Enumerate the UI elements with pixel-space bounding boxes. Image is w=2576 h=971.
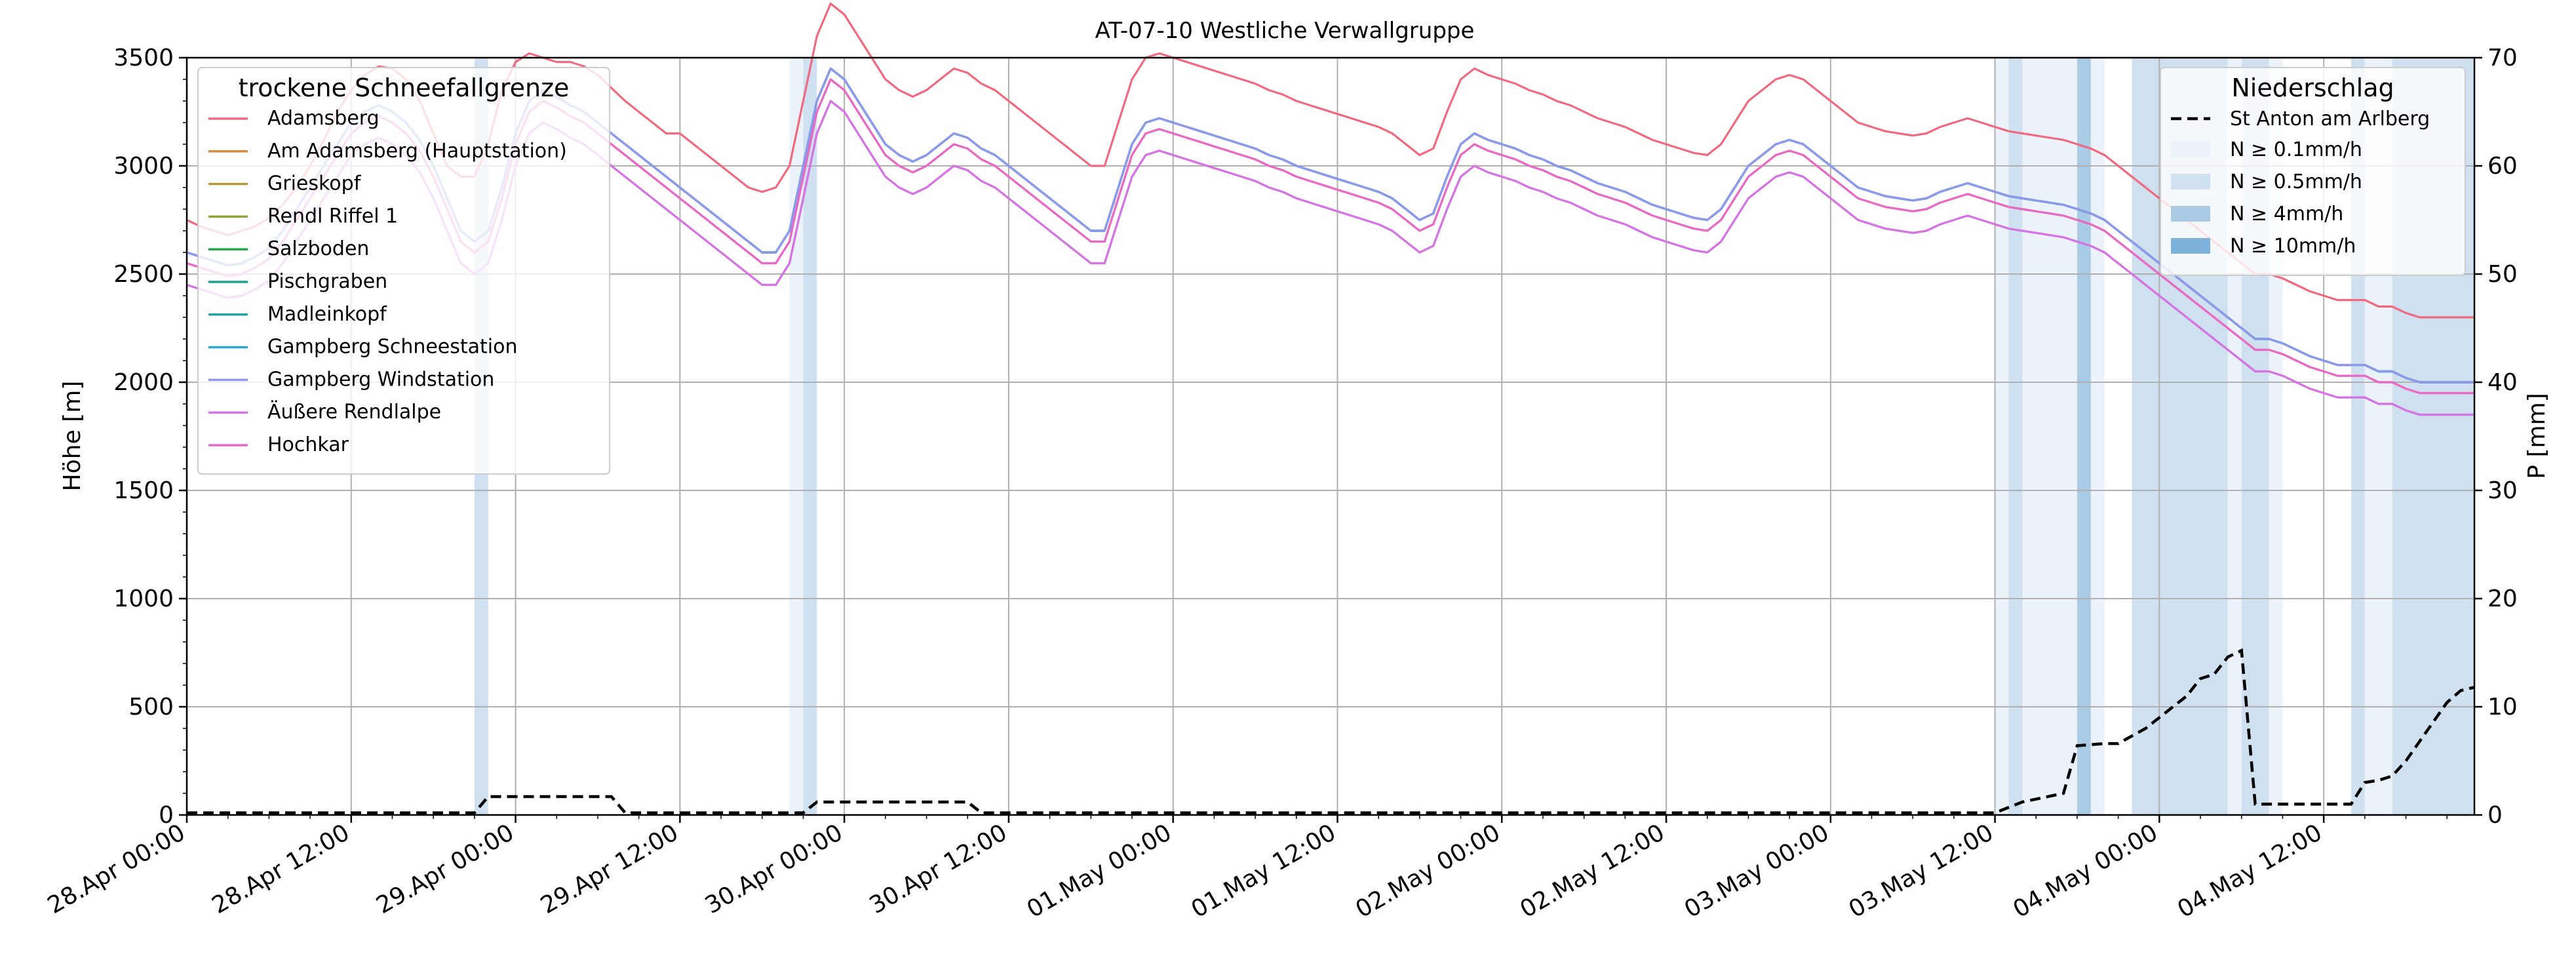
precip-band bbox=[2022, 58, 2077, 815]
y-axis-label-left: Höhe [m] bbox=[59, 381, 86, 492]
legend-swatch bbox=[2171, 142, 2210, 157]
legend-box bbox=[197, 67, 610, 475]
precip-band bbox=[2008, 58, 2023, 815]
snowline-legend: trockene Schneefallgrenze Adamsberg Am Ada… bbox=[197, 67, 610, 475]
chart-title: AT-07-10 Westliche Verwallgruppe bbox=[1095, 18, 1475, 44]
y-left-tick-label: 0 bbox=[159, 802, 174, 829]
y-right-tick-label: 70 bbox=[2488, 45, 2518, 71]
legend-swatch bbox=[2171, 206, 2210, 222]
legend-label: Hochkar bbox=[267, 433, 349, 456]
precip-band bbox=[1995, 58, 2009, 815]
y-left-tick-label: 1000 bbox=[113, 585, 174, 612]
precip-band bbox=[803, 58, 817, 815]
y-axis-label-right: P [mm] bbox=[2524, 393, 2550, 479]
legend-label: Gampberg Schneestation bbox=[267, 336, 518, 359]
legend-label: N ≥ 4mm/h bbox=[2230, 203, 2343, 226]
y-right-tick-label: 30 bbox=[2488, 477, 2518, 504]
precip-band bbox=[2077, 58, 2091, 815]
legend-title: Niederschlag bbox=[2231, 73, 2394, 102]
legend-label: N ≥ 0.5mm/h bbox=[2230, 170, 2362, 193]
precipitation-line bbox=[187, 648, 2475, 814]
precip-series-line bbox=[187, 648, 2475, 814]
precipitation-legend: Niederschlag St Anton am Arlberg N ≥ 0.1mm… bbox=[2160, 67, 2466, 276]
legend-label: Äußere Rendlalpe bbox=[267, 400, 441, 424]
legend-box bbox=[2160, 67, 2466, 276]
legend-label: N ≥ 0.1mm/h bbox=[2230, 138, 2362, 161]
legend-swatch bbox=[2171, 238, 2210, 254]
legend-label: Salzboden bbox=[267, 237, 369, 260]
y-left-tick-label: 2500 bbox=[113, 261, 174, 288]
y-right-tick-label: 10 bbox=[2488, 694, 2518, 721]
y-right-tick-label: 40 bbox=[2488, 369, 2518, 396]
legend-label: Am Adamsberg (Hauptstation) bbox=[267, 140, 567, 163]
legend-label: Grieskopf bbox=[267, 172, 362, 195]
legend-label: Gampberg Windstation bbox=[267, 368, 494, 391]
legend-label: Rendl Riffel 1 bbox=[267, 205, 398, 228]
legend-label: St Anton am Arlberg bbox=[2230, 108, 2430, 130]
y-left-tick-label: 1500 bbox=[113, 477, 174, 504]
y-right-tick-label: 20 bbox=[2488, 585, 2518, 612]
precip-band bbox=[2090, 58, 2105, 815]
legend-label: Pischgraben bbox=[267, 270, 387, 293]
y-left-tick-label: 2000 bbox=[113, 369, 174, 396]
series-line bbox=[186, 2, 2474, 319]
y-left-tick-label: 500 bbox=[128, 694, 174, 721]
legend-title: trockene Schneefallgrenze bbox=[239, 73, 570, 102]
y-left-tick-label: 3500 bbox=[113, 45, 174, 71]
legend-label: Madleinkopf bbox=[267, 303, 387, 326]
y-right-tick-label: 60 bbox=[2488, 153, 2518, 180]
legend-label: Adamsberg bbox=[267, 107, 380, 130]
legend-swatch bbox=[2171, 174, 2210, 189]
legend-label: N ≥ 10mm/h bbox=[2230, 235, 2356, 258]
y-right-tick-label: 0 bbox=[2488, 802, 2503, 829]
y-right-tick-label: 50 bbox=[2488, 261, 2518, 288]
plot-frame bbox=[185, 56, 2476, 816]
y-left-tick-label: 3000 bbox=[113, 153, 174, 180]
